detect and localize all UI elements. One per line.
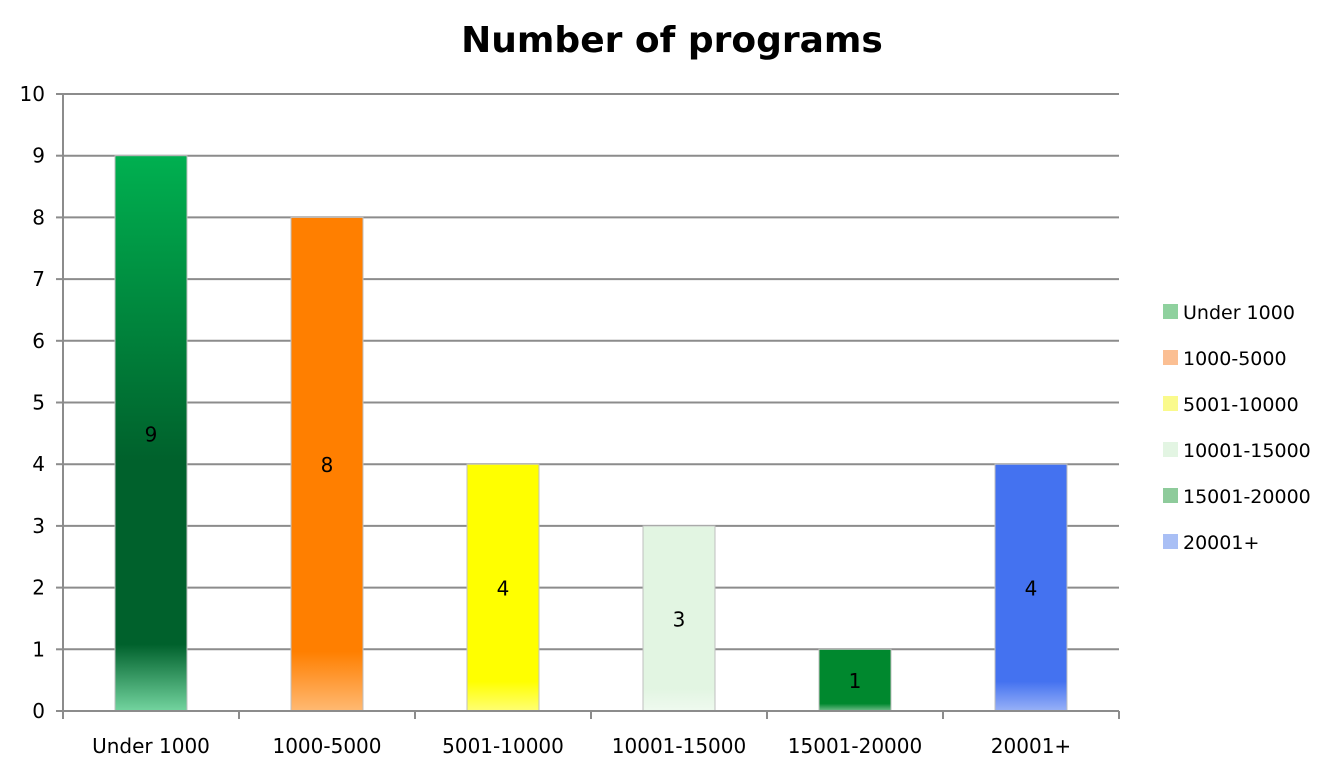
legend-item-label: 20001+ (1183, 532, 1259, 554)
y-tick-label: 10 (20, 82, 45, 106)
y-tick-label: 1 (32, 637, 45, 661)
gridlines (63, 94, 1119, 649)
legend-swatch (1163, 396, 1178, 411)
y-tick-label: 5 (32, 391, 45, 415)
legend-swatch (1163, 350, 1178, 365)
y-axis: 0 1 2 3 4 5 6 7 8 9 10 (20, 82, 63, 723)
y-tick-label: 8 (32, 205, 45, 229)
y-tick-label: 4 (32, 452, 45, 476)
bar-data-label: 1 (849, 669, 862, 693)
x-tick-label: Under 1000 (92, 734, 210, 758)
bar-data-label: 4 (497, 577, 510, 601)
legend-item-label: 5001-10000 (1183, 394, 1299, 416)
bars: 9 8 4 3 1 4 (115, 156, 1067, 711)
y-tick-label: 3 (32, 514, 45, 538)
y-tick-label: 6 (32, 329, 45, 353)
legend-item-label: 1000-5000 (1183, 348, 1287, 370)
legend-swatch (1163, 488, 1178, 503)
chart-title: Number of programs (461, 20, 883, 61)
y-tick-label: 9 (32, 144, 45, 168)
legend-item-label: Under 1000 (1183, 302, 1295, 324)
legend-swatch (1163, 534, 1178, 549)
x-tick-label: 20001+ (991, 734, 1071, 758)
x-tick-label: 15001-20000 (788, 734, 922, 758)
y-tick-label: 7 (32, 267, 45, 291)
bar-data-label: 9 (145, 422, 158, 446)
y-tick-label: 2 (32, 576, 45, 600)
legend-swatch (1163, 304, 1178, 319)
bar-data-label: 3 (673, 607, 686, 631)
x-tick-label: 1000-5000 (272, 734, 381, 758)
legend-item-label: 15001-20000 (1183, 486, 1311, 508)
legend: Under 1000 1000-5000 5001-10000 10001-15000… (1163, 302, 1311, 554)
x-tick-label: 5001-10000 (442, 734, 564, 758)
y-tick-label: 0 (32, 699, 45, 723)
legend-swatch (1163, 442, 1178, 457)
legend-item-label: 10001-15000 (1183, 440, 1311, 462)
x-axis: Under 1000 1000-5000 5001-10000 10001-15000… (63, 711, 1119, 758)
x-tick-label: 10001-15000 (612, 734, 746, 758)
bar-data-label: 4 (1025, 577, 1038, 601)
bar-data-label: 8 (321, 453, 334, 477)
